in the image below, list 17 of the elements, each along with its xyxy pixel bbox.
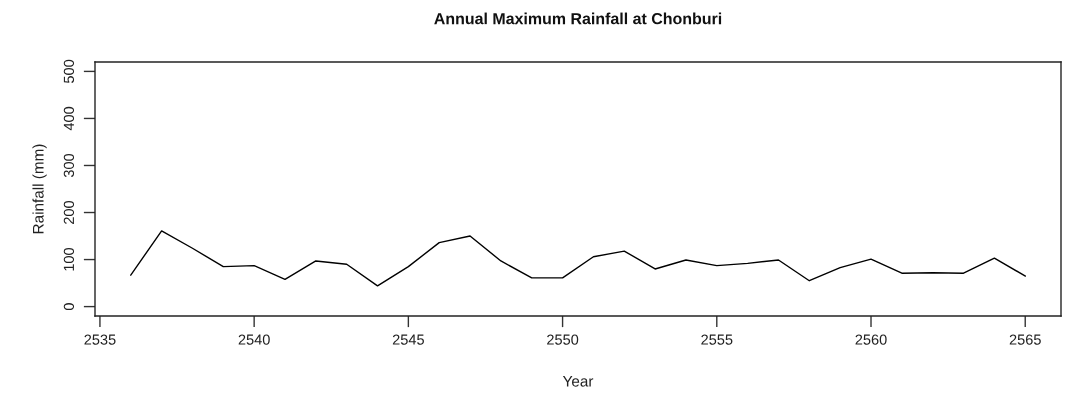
y-tick-label: 500 xyxy=(63,59,75,83)
x-tick-label: 2555 xyxy=(701,334,733,345)
x-axis-title: Year xyxy=(562,375,594,387)
x-tick-label: 2550 xyxy=(547,334,579,345)
x-tick-label: 2565 xyxy=(1009,334,1041,345)
y-axis-title: Rainfall (mm) xyxy=(32,144,47,234)
y-tick-label: 300 xyxy=(63,153,75,178)
y-tick-label: 100 xyxy=(63,247,75,271)
x-tick-label: 2540 xyxy=(238,334,270,345)
y-tick-label: 0 xyxy=(63,303,75,311)
y-tick-label: 200 xyxy=(63,200,75,224)
line-series xyxy=(130,230,1026,287)
x-tick-label: 2545 xyxy=(392,334,424,345)
chart-title: Annual Maximum Rainfall at Chonburi xyxy=(434,12,722,25)
y-tick-label: 400 xyxy=(63,106,75,131)
x-tick-label: 2560 xyxy=(855,334,887,345)
x-tick-label: 2535 xyxy=(84,334,116,345)
